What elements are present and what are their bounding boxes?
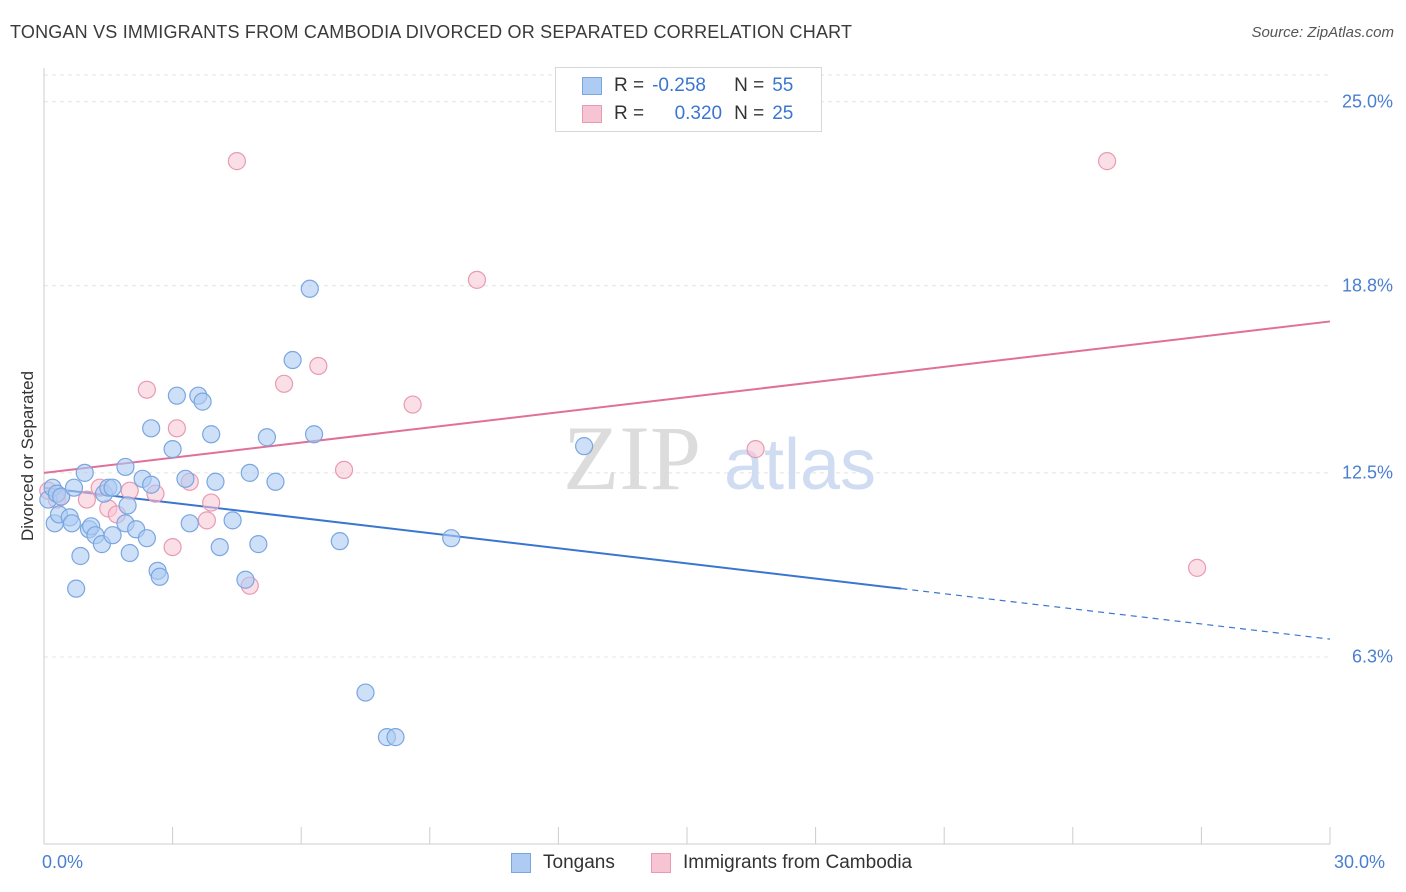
cambodia-point xyxy=(403,395,422,414)
tongans-point xyxy=(67,579,86,598)
trend-lines xyxy=(43,320,1331,640)
tongans-point xyxy=(283,350,302,370)
legend-swatch-cambodia xyxy=(582,105,602,123)
bottom-legend-tongans: Tongans xyxy=(511,852,615,874)
cambodia-point xyxy=(197,511,216,530)
cambodia-point xyxy=(334,460,354,479)
tongans-point xyxy=(163,440,182,459)
cambodia-point xyxy=(227,152,246,171)
legend-n-label: N = xyxy=(734,103,765,124)
cambodia-point xyxy=(167,419,186,438)
watermark-atlas: atlas xyxy=(724,425,876,505)
legend-n-label: N = xyxy=(734,75,765,96)
legend-r-value: -0.258 xyxy=(652,75,706,96)
legend-swatch-tongans xyxy=(582,77,602,95)
tongans-point xyxy=(142,419,161,438)
legend-r-label: R = xyxy=(614,75,645,96)
tongans-point xyxy=(442,529,461,548)
bottom-legend-label-tongans: Tongans xyxy=(543,852,615,873)
tongans-point xyxy=(116,457,135,477)
cambodia-point xyxy=(1188,558,1207,577)
y-tick-label: 25.0% xyxy=(1341,91,1393,112)
cambodia-point xyxy=(274,374,294,393)
tongans-point xyxy=(249,535,268,554)
x-tick-label-max: 30.0% xyxy=(1334,852,1386,872)
legend-r-label: R = xyxy=(614,103,645,124)
tongans-point xyxy=(120,543,139,563)
tongans-point xyxy=(304,425,324,444)
cambodia-point xyxy=(77,490,96,509)
tongans-point xyxy=(223,511,242,530)
cambodia-point xyxy=(163,537,182,557)
bottom-legend-cambodia: Immigrants from Cambodia xyxy=(651,852,912,874)
tongans-point xyxy=(210,537,229,557)
chart-title: TONGAN VS IMMIGRANTS FROM CAMBODIA DIVOR… xyxy=(10,22,853,42)
legend-row-cambodia: R = 0.320 N = 25 xyxy=(582,101,793,127)
tongans-point xyxy=(356,683,375,702)
tongans-point xyxy=(330,532,349,551)
tongans-trend-line xyxy=(43,486,902,590)
tongans-point xyxy=(103,526,122,545)
tongans-point xyxy=(118,496,137,515)
tongans-point xyxy=(180,514,199,533)
tongans-points xyxy=(39,279,594,747)
cambodia-point xyxy=(120,481,139,500)
tongans-point xyxy=(52,487,71,506)
tongans-point xyxy=(62,514,81,533)
tongans-point xyxy=(167,386,186,405)
legend-n-value: 55 xyxy=(772,75,794,96)
cambodia-point xyxy=(137,380,156,399)
legend: R = -0.258 N = 55 R = 0.320 N = 25 xyxy=(555,67,822,132)
bottom-legend-swatch-cambodia xyxy=(651,853,671,873)
tongans-point xyxy=(575,437,594,456)
cambodia-point xyxy=(309,356,328,376)
tongans-point xyxy=(142,475,161,494)
bottom-legend-swatch-tongans xyxy=(511,853,531,873)
tongans-point xyxy=(137,529,156,548)
tongans-point xyxy=(386,728,405,747)
cambodia-point xyxy=(1097,152,1117,171)
tongans-point xyxy=(300,279,319,298)
tongans-point xyxy=(202,425,221,444)
legend-r-value: 0.320 xyxy=(674,103,723,124)
watermark-zip: ZIP xyxy=(563,407,701,509)
tongans-point xyxy=(257,428,277,447)
tongans-point xyxy=(266,472,285,491)
legend-row-tongans: R = -0.258 N = 55 xyxy=(582,73,793,99)
tongans-point xyxy=(150,567,169,586)
legend-n-value: 25 xyxy=(772,103,794,124)
cambodia-point xyxy=(467,270,487,289)
y-axis-label: Divorced or Separated xyxy=(18,370,37,542)
tongans-point xyxy=(75,463,94,482)
source-label: Source: ZipAtlas.com xyxy=(1251,24,1394,41)
axes xyxy=(43,68,1331,845)
tongans-point xyxy=(64,478,84,497)
tongans-trend-extension xyxy=(901,588,1331,640)
tongans-point xyxy=(240,463,259,482)
bottom-legend-label-cambodia: Immigrants from Cambodia xyxy=(683,852,913,873)
tongans-point xyxy=(176,469,195,488)
cambodia-point xyxy=(202,493,221,512)
watermark: ZIP atlas xyxy=(563,407,876,509)
tongans-point xyxy=(193,392,212,411)
tongans-point xyxy=(103,478,122,497)
tongans-point xyxy=(71,546,90,566)
cambodia-points xyxy=(39,152,1207,595)
y-tick-label: 12.5% xyxy=(1341,462,1393,483)
cambodia-point xyxy=(746,440,765,459)
y-tick-label: 6.3% xyxy=(1351,646,1393,667)
cambodia-trend-line xyxy=(43,320,1331,474)
x-tick-label-min: 0.0% xyxy=(42,852,84,872)
y-tick-label: 18.8% xyxy=(1341,275,1393,296)
tongans-point xyxy=(206,472,225,491)
tongans-point xyxy=(236,570,255,589)
